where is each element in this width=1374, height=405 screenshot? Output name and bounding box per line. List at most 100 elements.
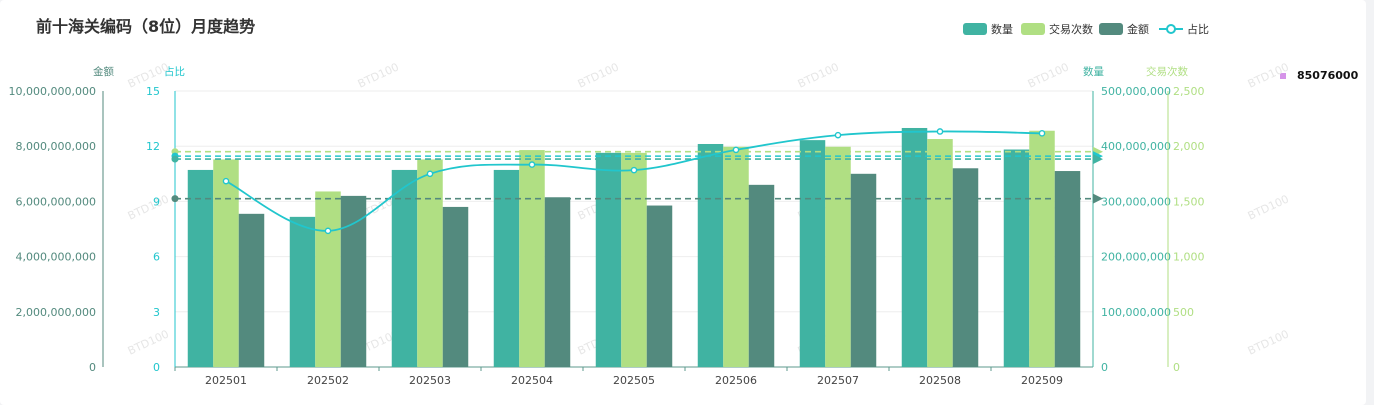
watermark-text: BTD100	[126, 327, 171, 357]
share-tick-label: 15	[146, 85, 160, 98]
line-point	[732, 146, 740, 154]
bar-trades	[825, 146, 851, 367]
side-note-value: 85076000	[1297, 69, 1359, 82]
axes-layer: 金额 0 2,000,000,000 4,000,000,000 6,000,000,0…	[9, 65, 1205, 387]
chart-title: 前十海关编码（8位）月度趋势	[36, 17, 256, 36]
bar-amount	[340, 195, 367, 367]
quantity-tick-label: 0	[1101, 361, 1108, 374]
watermark-text: BTD100	[356, 60, 401, 90]
bar-trades	[417, 159, 443, 367]
markline-arrow	[1093, 193, 1103, 204]
watermark-text: BTD100	[1026, 60, 1071, 90]
line-point	[1038, 130, 1046, 137]
bar-amount	[442, 206, 469, 367]
bar-quantity	[391, 169, 418, 367]
bar-quantity	[697, 143, 724, 367]
quantity-tick-label: 500,000,000	[1101, 85, 1171, 98]
line-point	[426, 170, 434, 178]
amount-tick-label: 8,000,000,000	[16, 140, 96, 153]
legend-swatch	[963, 23, 987, 35]
bar-quantity	[595, 152, 622, 367]
amount-axis-title: 金额	[93, 65, 114, 78]
amount-tick-label: 6,000,000,000	[16, 195, 96, 208]
line-point	[630, 166, 638, 174]
bar-amount	[544, 197, 571, 367]
bar-amount	[748, 184, 775, 367]
x-tick-label: 202505	[613, 374, 655, 387]
markline-arrow	[1093, 154, 1103, 165]
markline-layer	[171, 146, 1103, 204]
trades-tick-label: 2,000	[1173, 140, 1205, 153]
x-tick-label: 202506	[715, 374, 757, 387]
watermark-text: BTD100	[126, 192, 171, 222]
share-tick-label: 12	[146, 140, 160, 153]
watermark-text: BTD100	[1246, 327, 1291, 357]
bar-trades	[519, 150, 545, 367]
bar-trades	[213, 159, 239, 367]
line-layer	[222, 128, 1046, 235]
share-tick-label: 9	[153, 195, 160, 208]
amount-tick-label: 4,000,000,000	[16, 251, 96, 264]
bar-quantity	[289, 216, 316, 367]
trades-axis-title: 交易次数	[1146, 65, 1188, 78]
bar-quantity	[187, 169, 214, 367]
trades-tick-label: 500	[1173, 306, 1194, 319]
x-tick-label: 202501	[205, 374, 247, 387]
bar-quantity	[901, 127, 928, 367]
x-tick-label: 202502	[307, 374, 349, 387]
quantity-axis-title: 数量	[1083, 65, 1105, 78]
markline-start-dot	[171, 155, 179, 163]
amount-tick-label: 0	[89, 361, 96, 374]
bar-quantity	[493, 169, 520, 367]
line-point	[936, 128, 944, 135]
bar-trades	[927, 139, 953, 367]
side-note: 85076000	[1280, 69, 1358, 82]
bars-layer	[187, 127, 1081, 367]
bar-amount	[850, 173, 877, 367]
x-tick-label: 202508	[919, 374, 961, 387]
amount-tick-label: 2,000,000,000	[16, 306, 96, 319]
trades-tick-label: 0	[1173, 361, 1180, 374]
quantity-tick-label: 100,000,000	[1101, 306, 1171, 319]
trades-tick-label: 1,500	[1173, 195, 1205, 208]
bar-trades	[621, 152, 647, 367]
x-tick-label: 202504	[511, 374, 553, 387]
line-point	[528, 161, 536, 168]
amount-tick-label: 10,000,000,000	[9, 85, 96, 98]
legend-label: 数量	[991, 23, 1013, 36]
bar-quantity	[799, 140, 826, 367]
legend-swatch	[1021, 23, 1045, 35]
bar-trades	[315, 191, 341, 367]
watermark-text: BTD100	[576, 60, 621, 90]
bar-quantity	[1003, 149, 1030, 367]
watermark-text: BTD100	[1246, 60, 1291, 90]
x-tick-label: 202503	[409, 374, 451, 387]
trades-tick-label: 1,000	[1173, 251, 1205, 264]
bar-amount	[238, 213, 265, 367]
quantity-tick-label: 200,000,000	[1101, 251, 1171, 264]
bar-amount	[1054, 171, 1081, 367]
share-tick-label: 3	[153, 306, 160, 319]
watermark-text: BTD100	[1246, 192, 1291, 222]
bar-trades	[723, 146, 749, 367]
legend-label: 占比	[1187, 22, 1209, 36]
legend-layer: 数量 交易次数 金额 占比	[963, 22, 1209, 36]
trades-tick-label: 2,500	[1173, 85, 1205, 98]
share-axis-title: 占比	[164, 65, 185, 78]
share-tick-label: 6	[153, 251, 160, 264]
bar-amount	[952, 168, 979, 367]
legend-swatch-dot	[1166, 24, 1176, 34]
line-point	[222, 177, 230, 185]
bar-amount	[646, 205, 673, 367]
watermark-text: BTD100	[796, 60, 841, 90]
line-point	[834, 131, 842, 139]
x-tick-label: 202509	[1021, 374, 1063, 387]
legend-swatch	[1099, 23, 1123, 35]
bar-trades	[1029, 130, 1055, 367]
share-tick-label: 0	[153, 361, 160, 374]
quantity-tick-label: 400,000,000	[1101, 140, 1171, 153]
side-note-marker	[1280, 72, 1286, 79]
markline-start-dot	[171, 195, 179, 203]
